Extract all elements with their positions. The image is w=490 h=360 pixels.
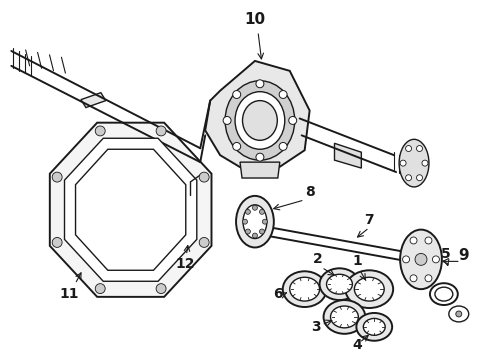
Circle shape xyxy=(406,145,412,152)
Ellipse shape xyxy=(319,268,359,300)
Ellipse shape xyxy=(283,271,326,307)
Ellipse shape xyxy=(400,230,442,289)
Text: 6: 6 xyxy=(273,287,283,301)
Text: 10: 10 xyxy=(245,12,266,27)
Circle shape xyxy=(406,175,412,181)
Ellipse shape xyxy=(290,277,319,301)
Text: 9: 9 xyxy=(459,248,469,263)
Circle shape xyxy=(425,275,432,282)
Circle shape xyxy=(279,90,287,99)
Circle shape xyxy=(223,117,231,125)
Polygon shape xyxy=(81,93,106,108)
Ellipse shape xyxy=(326,274,352,294)
Circle shape xyxy=(260,210,265,214)
Circle shape xyxy=(403,256,410,263)
Circle shape xyxy=(52,238,62,247)
Ellipse shape xyxy=(356,313,392,341)
Circle shape xyxy=(199,238,209,247)
Text: 2: 2 xyxy=(313,252,322,266)
Polygon shape xyxy=(65,138,197,281)
Circle shape xyxy=(433,256,440,263)
Ellipse shape xyxy=(363,319,385,335)
Circle shape xyxy=(95,284,105,293)
Text: 7: 7 xyxy=(365,213,374,227)
Ellipse shape xyxy=(430,283,458,305)
Text: 11: 11 xyxy=(59,287,79,301)
Ellipse shape xyxy=(235,92,285,149)
Circle shape xyxy=(279,143,287,150)
Ellipse shape xyxy=(399,139,429,187)
Circle shape xyxy=(422,160,428,166)
Circle shape xyxy=(95,126,105,136)
Polygon shape xyxy=(205,61,310,170)
Ellipse shape xyxy=(331,306,358,328)
Text: 5: 5 xyxy=(441,247,451,261)
Circle shape xyxy=(415,253,427,265)
Circle shape xyxy=(289,117,297,125)
Circle shape xyxy=(199,172,209,182)
Circle shape xyxy=(252,205,257,210)
Ellipse shape xyxy=(345,270,393,308)
Circle shape xyxy=(416,145,422,152)
Circle shape xyxy=(410,275,417,282)
Circle shape xyxy=(233,143,241,150)
Ellipse shape xyxy=(354,277,384,301)
Circle shape xyxy=(263,219,268,224)
Circle shape xyxy=(252,233,257,238)
Ellipse shape xyxy=(225,81,294,160)
Text: 4: 4 xyxy=(352,338,362,352)
Circle shape xyxy=(233,90,241,99)
Circle shape xyxy=(425,237,432,244)
Circle shape xyxy=(245,229,250,234)
Polygon shape xyxy=(75,149,186,270)
Ellipse shape xyxy=(236,196,274,247)
Circle shape xyxy=(256,153,264,161)
Text: 1: 1 xyxy=(352,255,362,268)
Circle shape xyxy=(156,126,166,136)
Ellipse shape xyxy=(435,287,453,301)
Text: 8: 8 xyxy=(305,185,315,199)
Circle shape xyxy=(400,160,406,166)
Ellipse shape xyxy=(243,100,277,140)
Ellipse shape xyxy=(323,300,366,334)
Text: 3: 3 xyxy=(311,320,320,334)
Circle shape xyxy=(256,80,264,88)
Polygon shape xyxy=(335,143,361,168)
Circle shape xyxy=(245,210,250,214)
Ellipse shape xyxy=(243,205,267,239)
Circle shape xyxy=(52,172,62,182)
Circle shape xyxy=(410,237,417,244)
Circle shape xyxy=(156,284,166,293)
Text: 12: 12 xyxy=(175,257,195,271)
Circle shape xyxy=(260,229,265,234)
Polygon shape xyxy=(50,123,212,297)
Circle shape xyxy=(456,311,462,317)
Polygon shape xyxy=(240,162,280,178)
Circle shape xyxy=(416,175,422,181)
Circle shape xyxy=(243,219,247,224)
